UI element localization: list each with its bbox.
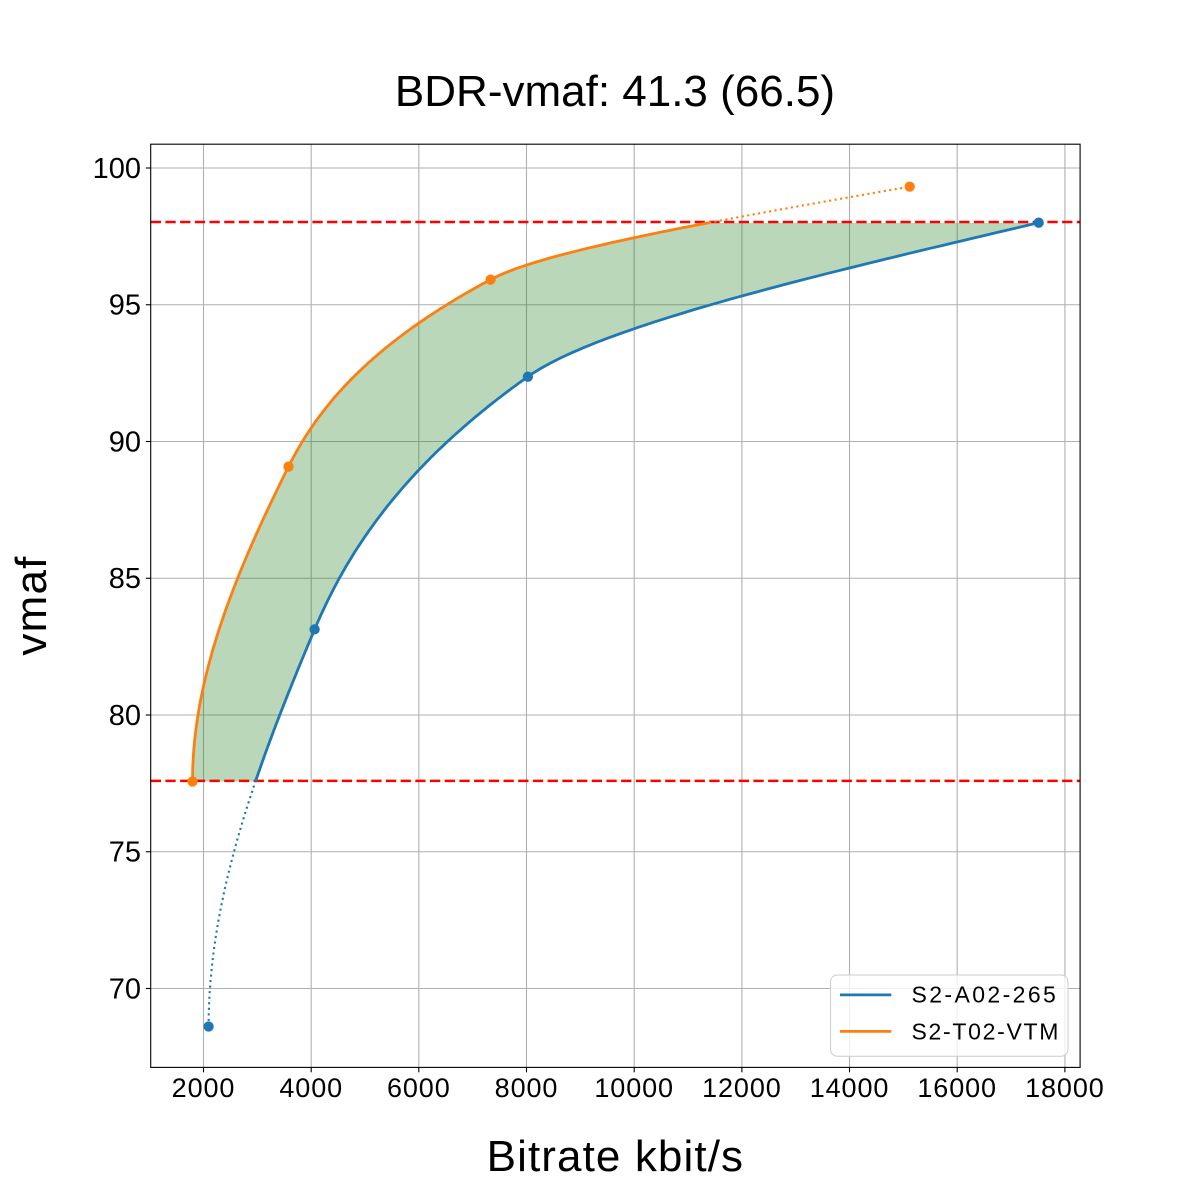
svg-text:12000: 12000: [702, 1073, 782, 1103]
svg-text:14000: 14000: [810, 1073, 890, 1103]
svg-text:2000: 2000: [172, 1073, 236, 1103]
svg-text:vmaf: vmaf: [7, 555, 56, 655]
svg-text:10000: 10000: [594, 1073, 674, 1103]
svg-text:8000: 8000: [495, 1073, 559, 1103]
svg-text:100: 100: [93, 153, 141, 185]
svg-text:16000: 16000: [917, 1073, 997, 1103]
svg-text:70: 70: [109, 973, 141, 1005]
svg-text:95: 95: [109, 290, 141, 322]
svg-text:18000: 18000: [1025, 1073, 1105, 1103]
svg-text:90: 90: [109, 426, 141, 458]
svg-text:S2-T02-VTM: S2-T02-VTM: [912, 1018, 1061, 1044]
svg-text:6000: 6000: [387, 1073, 451, 1103]
svg-text:75: 75: [109, 837, 141, 869]
svg-text:85: 85: [109, 563, 141, 595]
svg-text:80: 80: [109, 700, 141, 732]
svg-text:BDR-vmaf: 41.3 (66.5): BDR-vmaf: 41.3 (66.5): [395, 67, 835, 116]
svg-text:S2-A02-265: S2-A02-265: [912, 982, 1059, 1008]
svg-text:4000: 4000: [279, 1073, 343, 1103]
svg-text:Bitrate kbit/s: Bitrate kbit/s: [487, 1132, 745, 1181]
